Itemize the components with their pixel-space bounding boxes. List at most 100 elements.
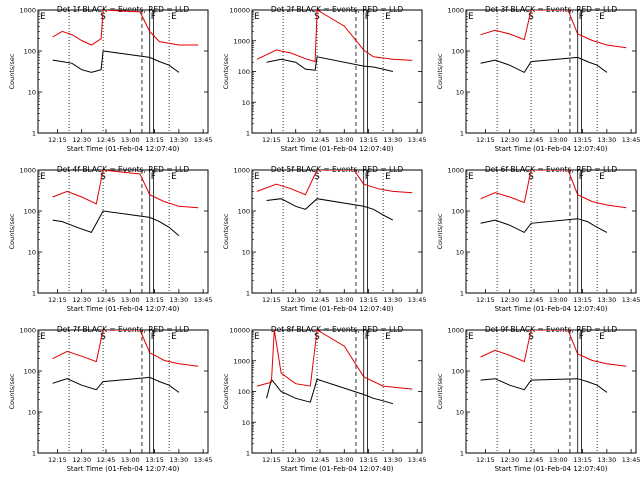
x-tick-label: 12:30: [286, 136, 305, 144]
y-tick-label: 1: [460, 290, 464, 298]
x-tick-label: 13:15: [145, 136, 164, 144]
x-tick-label: 13:00: [335, 296, 354, 304]
y-tick-label: 100: [24, 208, 36, 216]
x-tick-label: 12:15: [476, 136, 495, 144]
x-axis-label: Start Time (01-Feb-04 12:07:40): [66, 465, 179, 473]
x-tick-label: 12:45: [97, 296, 116, 304]
panel-title: Det 9f BLACK = Events, RED = LLD: [485, 325, 618, 334]
x-tick-label: 13:15: [359, 296, 378, 304]
y-tick-label: 100: [238, 68, 250, 76]
y-tick-label: 100: [452, 48, 464, 56]
series-events-line: [480, 378, 608, 393]
x-tick-label: 13:15: [145, 456, 164, 464]
x-tick-label: 13:15: [145, 296, 164, 304]
marker-F: F: [579, 12, 584, 22]
marker-S: S: [100, 172, 106, 182]
y-tick-label: 1: [32, 130, 36, 138]
x-tick-label: 12:30: [286, 296, 305, 304]
x-tick-label: 12:30: [500, 296, 519, 304]
chart-panel: Det 6f BLACK = Events, RED = LLD 1 10 100 10…: [436, 165, 640, 313]
panel-title: Det 7f BLACK = Events, RED = LLD: [57, 325, 190, 334]
y-tick-label: 10000: [229, 7, 250, 15]
x-tick-label: 13:45: [622, 456, 640, 464]
x-tick-label: 12:45: [525, 456, 544, 464]
marker-E-right: E: [385, 172, 391, 182]
plot-frame: [465, 169, 637, 294]
y-axis-label: Counts/sec: [222, 373, 230, 409]
x-tick-label: 13:30: [597, 136, 616, 144]
plot-frame: [37, 9, 209, 134]
series-lld-line: [52, 170, 199, 209]
x-tick-label: 13:00: [549, 136, 568, 144]
x-tick-label: 12:45: [311, 456, 330, 464]
x-axis-label: Start Time (01-Feb-04 12:07:40): [494, 465, 607, 473]
marker-E-left: E: [254, 172, 260, 182]
chart-panel: Det 4f BLACK = Events, RED = LLD 1 10 100 10…: [8, 165, 213, 313]
x-tick-label: 13:30: [169, 296, 188, 304]
marker-E-right: E: [599, 332, 605, 342]
x-axis-label: Start Time (01-Feb-04 12:07:40): [280, 145, 393, 153]
plot-frame: [251, 169, 423, 294]
y-tick-label: 100: [238, 388, 250, 396]
marker-E-right: E: [171, 172, 177, 182]
x-tick-label: 12:15: [476, 456, 495, 464]
marker-F: F: [151, 12, 156, 22]
y-tick-label: 100: [24, 48, 36, 56]
x-tick-label: 13:15: [573, 296, 592, 304]
marker-F: F: [579, 332, 584, 342]
x-tick-label: 12:15: [48, 456, 67, 464]
marker-F: F: [151, 172, 156, 182]
series-lld-line: [480, 330, 627, 367]
y-tick-label: 1000: [19, 7, 36, 15]
panel-title: Det 3f BLACK = Events, RED = LLD: [485, 5, 618, 14]
series-lld-line: [52, 10, 199, 46]
y-axis-label: Counts/sec: [8, 373, 16, 409]
x-tick-label: 13:30: [597, 456, 616, 464]
y-tick-label: 10: [242, 99, 250, 107]
y-tick-label: 1000: [447, 167, 464, 175]
y-tick-label: 100: [238, 208, 250, 216]
series-lld-line: [256, 330, 413, 390]
y-tick-label: 1000: [233, 37, 250, 45]
y-tick-label: 100: [24, 368, 36, 376]
x-tick-label: 12:45: [525, 296, 544, 304]
marker-E-left: E: [40, 172, 46, 182]
series-events-line: [480, 218, 608, 234]
panel-title: Det 4f BLACK = Events, RED = LLD: [57, 165, 190, 174]
plot-frame: [251, 9, 423, 134]
x-tick-label: 13:30: [597, 296, 616, 304]
chart-panel: Det 9f BLACK = Events, RED = LLD 1 10 100 10…: [436, 325, 640, 473]
marker-E-left: E: [254, 332, 260, 342]
panel-title: Det 8f BLACK = Events, RED = LLD: [271, 325, 404, 334]
x-tick-label: 13:45: [194, 456, 213, 464]
x-tick-label: 12:15: [48, 136, 67, 144]
x-tick-label: 13:45: [622, 136, 640, 144]
series-events-line: [480, 56, 608, 74]
marker-E-right: E: [171, 12, 177, 22]
marker-F: F: [579, 172, 584, 182]
x-tick-label: 13:30: [383, 456, 402, 464]
x-tick-label: 13:15: [573, 136, 592, 144]
panel-title: Det 5f BLACK = Events, RED = LLD: [271, 165, 404, 174]
y-tick-label: 10: [28, 249, 36, 257]
x-axis-label: Start Time (01-Feb-04 12:07:40): [494, 305, 607, 313]
y-tick-label: 1: [32, 450, 36, 458]
x-tick-label: 13:45: [408, 136, 427, 144]
y-tick-label: 1: [246, 130, 250, 138]
y-tick-label: 1000: [233, 357, 250, 365]
y-tick-label: 10: [28, 89, 36, 97]
y-tick-label: 1000: [233, 167, 250, 175]
panel-title: Det 2f BLACK = Events, RED = LLD: [271, 5, 404, 14]
marker-E-right: E: [385, 12, 391, 22]
x-tick-label: 12:30: [500, 136, 519, 144]
y-tick-label: 1: [460, 130, 464, 138]
series-lld-line: [256, 10, 413, 63]
x-axis-label: Start Time (01-Feb-04 12:07:40): [280, 305, 393, 313]
x-tick-label: 12:30: [500, 456, 519, 464]
x-tick-label: 13:15: [573, 456, 592, 464]
y-tick-label: 1: [32, 290, 36, 298]
chart-panel: Det 1f BLACK = Events, RED = LLD 1 10 100 10…: [8, 5, 213, 153]
y-tick-label: 1000: [19, 167, 36, 175]
y-tick-label: 1: [460, 450, 464, 458]
